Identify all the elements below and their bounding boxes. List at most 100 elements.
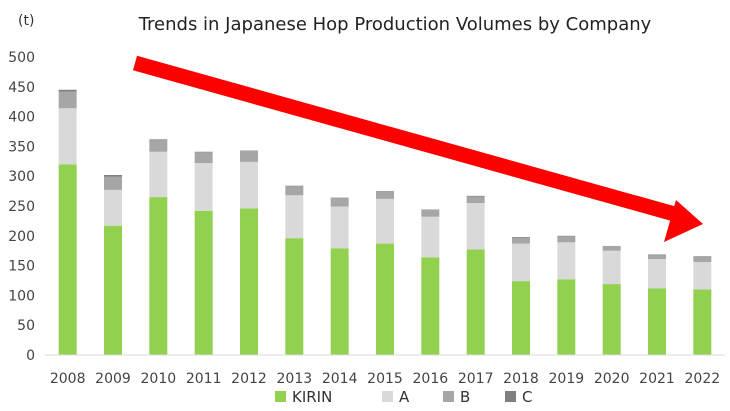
bar-segment-b-2021 [648,254,666,260]
bar-segment-a-2019 [557,242,576,280]
bar-segment-b-2009 [104,176,122,190]
x-tick-label: 2022 [685,371,721,387]
bar-segment-c-2012 [240,150,258,152]
bar-segment-b-2016 [421,210,440,217]
bar-segment-b-2008 [58,91,77,109]
bar-segment-a-2011 [194,163,213,211]
chart-title: Trends in Japanese Hop Production Volume… [138,14,652,35]
y-tick-label: 500 [8,50,35,66]
y-tick-label: 450 [8,80,35,96]
y-tick-label: 150 [8,259,35,275]
bar-segment-kirin-2022 [693,289,712,355]
x-axis: 2008 2009 2010 2011 2012 2013 2014 2015 2016 2017… [50,371,720,387]
x-tick-label: 2019 [549,371,585,387]
legend-swatch-b [443,391,454,402]
bar-segment-b-2019 [557,236,576,243]
bar-segment-a-2016 [421,216,440,258]
x-tick-label: 2008 [50,371,86,387]
bar-segment-b-2015 [376,191,394,199]
bar-segment-a-2022 [693,262,712,290]
bar-segment-kirin-2019 [557,279,576,355]
bar-segment-b-2014 [330,198,349,207]
y-tick-label: 0 [26,348,35,364]
bar-segment-c-2010 [149,139,168,140]
bar-segment-kirin-2021 [648,288,666,355]
bar-segment-c-2013 [285,185,304,187]
bar-segment-a-2012 [240,161,258,209]
x-tick-label: 2010 [141,371,177,387]
bar-segment-kirin-2011 [194,210,213,355]
bar-segment-c-2014 [330,197,349,199]
bar-segment-a-2021 [648,259,666,289]
x-tick-label: 2018 [503,371,539,387]
y-axis: 0 50 100 150 200 250 300 350 400 450 500 [8,50,35,364]
bar-segment-a-2009 [104,189,122,226]
x-tick-label: 2012 [231,371,267,387]
bar-segment-kirin-2008 [58,164,77,355]
bar-segment-b-2018 [512,237,530,244]
x-tick-label: 2020 [594,371,630,387]
bar-segment-c-2009 [104,175,122,177]
legend-swatch-a [382,391,393,402]
y-axis-unit: (t) [18,13,34,29]
trend-arrow [132,55,703,242]
x-tick-label: 2015 [367,371,403,387]
bar-segment-b-2010 [149,139,168,152]
bars [58,89,712,355]
bar-segment-c-2011 [194,151,213,153]
bar-segment-a-2013 [285,195,304,239]
bar-segment-a-2015 [376,198,394,244]
trend-arrow-shaft [132,55,681,223]
legend-swatch-kirin [275,391,286,402]
legend-label-b: B [460,388,470,406]
x-tick-label: 2016 [413,371,449,387]
bar-segment-kirin-2012 [240,208,258,355]
bar-segment-b-2022 [693,256,712,263]
bar-segment-b-2013 [285,186,304,196]
bar-segment-a-2010 [149,151,168,198]
bar-segment-b-2011 [194,152,213,164]
bar-segment-b-2012 [240,151,258,162]
bar-segment-c-2016 [421,209,440,211]
bar-segment-c-2015 [376,191,394,192]
bar-segment-kirin-2020 [602,284,621,355]
legend-label-a: A [399,388,410,406]
x-tick-label: 2014 [322,371,358,387]
bar-segment-a-2008 [58,108,77,165]
y-tick-label: 250 [8,199,35,215]
bar-segment-b-2020 [602,245,621,251]
bar-segment-kirin-2016 [421,257,440,355]
legend-label-c: C [522,388,532,406]
bar-segment-a-2014 [330,206,349,249]
y-tick-label: 350 [8,139,35,155]
y-tick-label: 200 [8,229,35,245]
y-tick-label: 400 [8,110,35,126]
x-tick-label: 2013 [277,371,313,387]
bar-segment-kirin-2017 [466,249,485,355]
bar-segment-c-2018 [512,236,530,238]
y-tick-label: 100 [8,288,35,304]
bar-segment-a-2017 [466,203,485,250]
trend-arrow-head [664,200,703,242]
x-tick-label: 2009 [95,371,131,387]
bar-segment-a-2018 [512,243,530,282]
bar-segment-b-2017 [466,196,485,204]
x-tick-label: 2021 [639,371,675,387]
x-tick-label: 2011 [186,371,222,387]
x-tick-label: 2017 [458,371,494,387]
bar-segment-a-2020 [602,250,621,285]
y-tick-label: 300 [8,169,35,185]
bar-segment-kirin-2010 [149,197,168,355]
bar-segment-kirin-2018 [512,281,530,355]
bar-segment-kirin-2009 [104,225,122,355]
legend: KIRIN A B C [275,388,532,406]
bar-segment-kirin-2015 [376,243,394,355]
bar-segment-kirin-2013 [285,238,304,355]
bar-segment-kirin-2014 [330,248,349,355]
bar-segment-c-2017 [466,195,485,197]
bar-segment-c-2008 [58,89,77,92]
legend-swatch-c [505,391,516,402]
bar-segment-c-2019 [557,235,576,237]
y-tick-label: 50 [17,318,35,334]
